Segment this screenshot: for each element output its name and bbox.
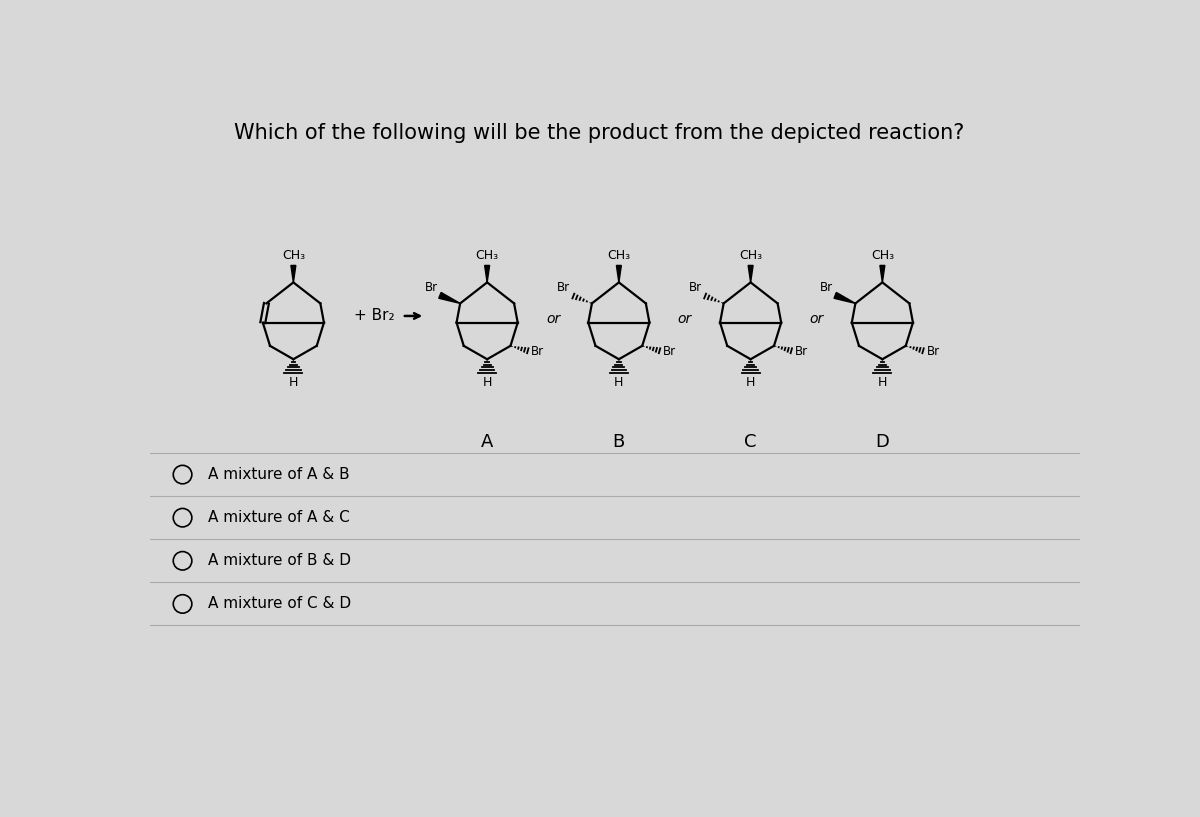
Text: + Br₂: + Br₂ [354,309,395,324]
Text: or: or [809,312,823,326]
Text: Br: Br [532,345,545,358]
Text: or: or [678,312,692,326]
Text: B: B [613,433,625,451]
Text: Br: Br [557,280,570,293]
Text: Which of the following will be the product from the depicted reaction?: Which of the following will be the produ… [234,123,965,143]
Text: H: H [614,377,624,390]
Text: Br: Br [926,345,940,358]
Polygon shape [290,266,296,283]
Text: H: H [877,377,887,390]
Text: A mixture of C & D: A mixture of C & D [208,596,352,611]
Text: CH₃: CH₃ [739,249,762,262]
Polygon shape [439,292,460,303]
Polygon shape [834,292,856,303]
Text: H: H [482,377,492,390]
Text: A mixture of A & C: A mixture of A & C [208,510,350,525]
Polygon shape [748,266,754,283]
Text: D: D [876,433,889,451]
Text: Br: Br [662,345,676,358]
Text: A: A [481,433,493,451]
Text: A mixture of A & B: A mixture of A & B [208,467,349,482]
Text: H: H [289,377,298,390]
Text: CH₃: CH₃ [871,249,894,262]
Text: Br: Br [794,345,808,358]
Text: Br: Br [689,280,702,293]
Polygon shape [880,266,884,283]
Text: CH₃: CH₃ [475,249,499,262]
Text: or: or [546,312,560,326]
Polygon shape [617,266,622,283]
Text: Br: Br [425,280,438,293]
Text: Br: Br [821,280,833,293]
Text: C: C [744,433,757,451]
Text: CH₃: CH₃ [282,249,305,262]
Text: H: H [746,377,755,390]
Text: A mixture of B & D: A mixture of B & D [208,553,352,569]
Text: CH₃: CH₃ [607,249,630,262]
Polygon shape [485,266,490,283]
